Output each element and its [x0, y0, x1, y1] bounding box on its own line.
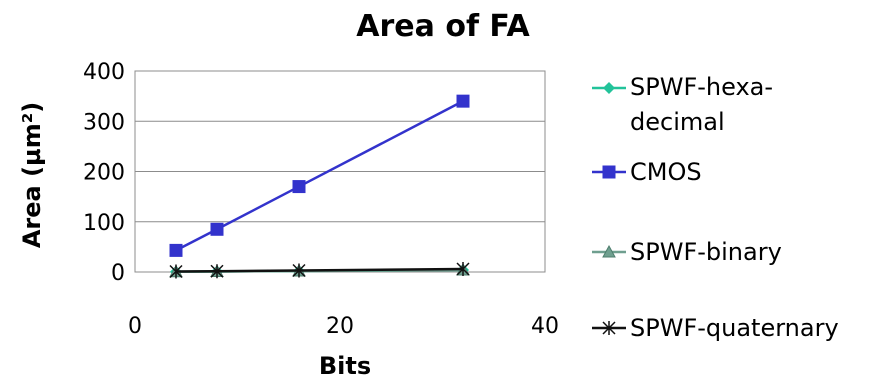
series-spwf-quaternary	[169, 261, 470, 279]
legend: SPWF-hexa-decimal CMOS SPWF-binary SPWF-qua…	[592, 73, 839, 342]
legend-label: SPWF-quaternary	[630, 314, 839, 342]
gridlines	[135, 70, 545, 273]
legend-item: SPWF-quaternary	[592, 314, 839, 342]
legend-label: SPWF-binary	[630, 238, 782, 266]
y-tick-label: 100	[83, 211, 125, 236]
legend-marker	[602, 165, 616, 179]
data-point	[292, 263, 306, 278]
data-point	[169, 243, 183, 257]
series-line	[175, 100, 464, 252]
y-tick-label: 400	[83, 60, 125, 85]
y-tick-label: 0	[111, 261, 125, 286]
legend-item: SPWF-hexa-decimal	[592, 73, 773, 136]
data-point	[169, 264, 183, 279]
data-point	[292, 180, 306, 194]
x-tick-label: 40	[531, 314, 559, 339]
legend-item: CMOS	[592, 158, 702, 186]
legend-marker	[602, 244, 616, 258]
data-point	[210, 264, 224, 279]
series-cmos	[169, 94, 470, 257]
data-series	[169, 94, 470, 279]
y-tick-labels: 0 100 200 300 400	[83, 60, 125, 286]
x-tick-label: 0	[128, 314, 142, 339]
legend-label: decimal	[630, 108, 725, 136]
data-point	[456, 261, 470, 276]
plot-area-frame	[134, 70, 546, 273]
x-axis-label: Bits	[319, 352, 371, 380]
legend-marker	[603, 82, 615, 94]
data-point	[456, 94, 470, 108]
series-line	[175, 267, 464, 273]
legend-item: SPWF-binary	[592, 238, 782, 266]
y-tick-label: 200	[83, 161, 125, 186]
y-axis-label: Area (µm²)	[18, 102, 46, 248]
chart-title: Area of FA	[356, 9, 530, 44]
x-tick-label: 20	[326, 314, 354, 339]
legend-label: SPWF-hexa-	[630, 73, 773, 101]
legend-label: CMOS	[630, 158, 702, 186]
x-tick-labels: 0 20 40	[128, 314, 559, 339]
y-tick-label: 300	[83, 110, 125, 135]
legend-marker	[602, 321, 616, 335]
data-point	[210, 222, 224, 236]
